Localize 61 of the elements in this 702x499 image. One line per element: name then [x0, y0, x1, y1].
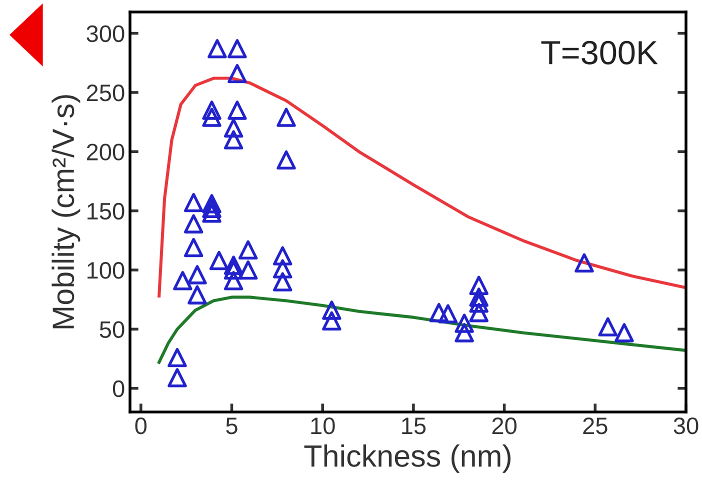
- point: [469, 288, 488, 307]
- point: [184, 214, 204, 234]
- x-tick-label: 25: [583, 417, 608, 434]
- point: [469, 302, 488, 322]
- point: [184, 238, 204, 258]
- point: [224, 118, 244, 138]
- point: [224, 260, 244, 280]
- point: [276, 150, 296, 170]
- point: [168, 368, 187, 388]
- point: [273, 259, 292, 278]
- point: [469, 294, 488, 313]
- point: [202, 204, 222, 223]
- point: [238, 260, 258, 280]
- x-tick-label: 30: [674, 417, 698, 434]
- point: [454, 323, 474, 342]
- x-tick-label: 15: [402, 418, 426, 434]
- point: [228, 64, 247, 84]
- point: [188, 285, 207, 304]
- x-tick-label: 10: [311, 417, 335, 434]
- point: [614, 323, 634, 342]
- point: [202, 198, 222, 218]
- point: [224, 130, 244, 150]
- point: [188, 265, 207, 284]
- point: [228, 39, 247, 58]
- point: [438, 304, 458, 324]
- point: [224, 271, 244, 290]
- point: [273, 246, 292, 266]
- line-series: [158, 296, 686, 364]
- point: [273, 272, 292, 292]
- y-tick-label: 200: [86, 144, 124, 160]
- point: [598, 317, 618, 336]
- y-tick-label: 250: [86, 84, 124, 102]
- point: [276, 108, 296, 127]
- point: [429, 302, 448, 322]
- point: [202, 100, 222, 120]
- point: [168, 348, 187, 368]
- point: [228, 100, 247, 120]
- annotation: T=300K: [541, 40, 658, 64]
- point: [202, 194, 222, 214]
- x-tick-label: 5: [226, 418, 238, 434]
- point: [184, 192, 204, 212]
- point: [202, 108, 222, 127]
- point: [209, 250, 229, 270]
- y-tick-label: 0: [112, 380, 124, 398]
- point: [238, 240, 258, 260]
- point: [454, 314, 474, 333]
- y-tick-label: 150: [88, 202, 124, 220]
- y-axis-title: Mobility (cm²/V·s): [52, 95, 80, 328]
- x-tick-label: 0: [135, 417, 147, 434]
- point: [574, 253, 594, 272]
- point: [224, 256, 244, 275]
- point: [322, 311, 342, 330]
- x-axis-title: Thickness (nm): [304, 444, 511, 473]
- point: [469, 276, 488, 295]
- point: [173, 271, 192, 290]
- x-tick-label: 20: [492, 417, 517, 434]
- y-tick-label: 50: [100, 321, 124, 338]
- point: [208, 39, 227, 58]
- y-tick-label: 300: [86, 25, 124, 42]
- point: [322, 300, 342, 320]
- y-tick-label: 100: [88, 262, 124, 279]
